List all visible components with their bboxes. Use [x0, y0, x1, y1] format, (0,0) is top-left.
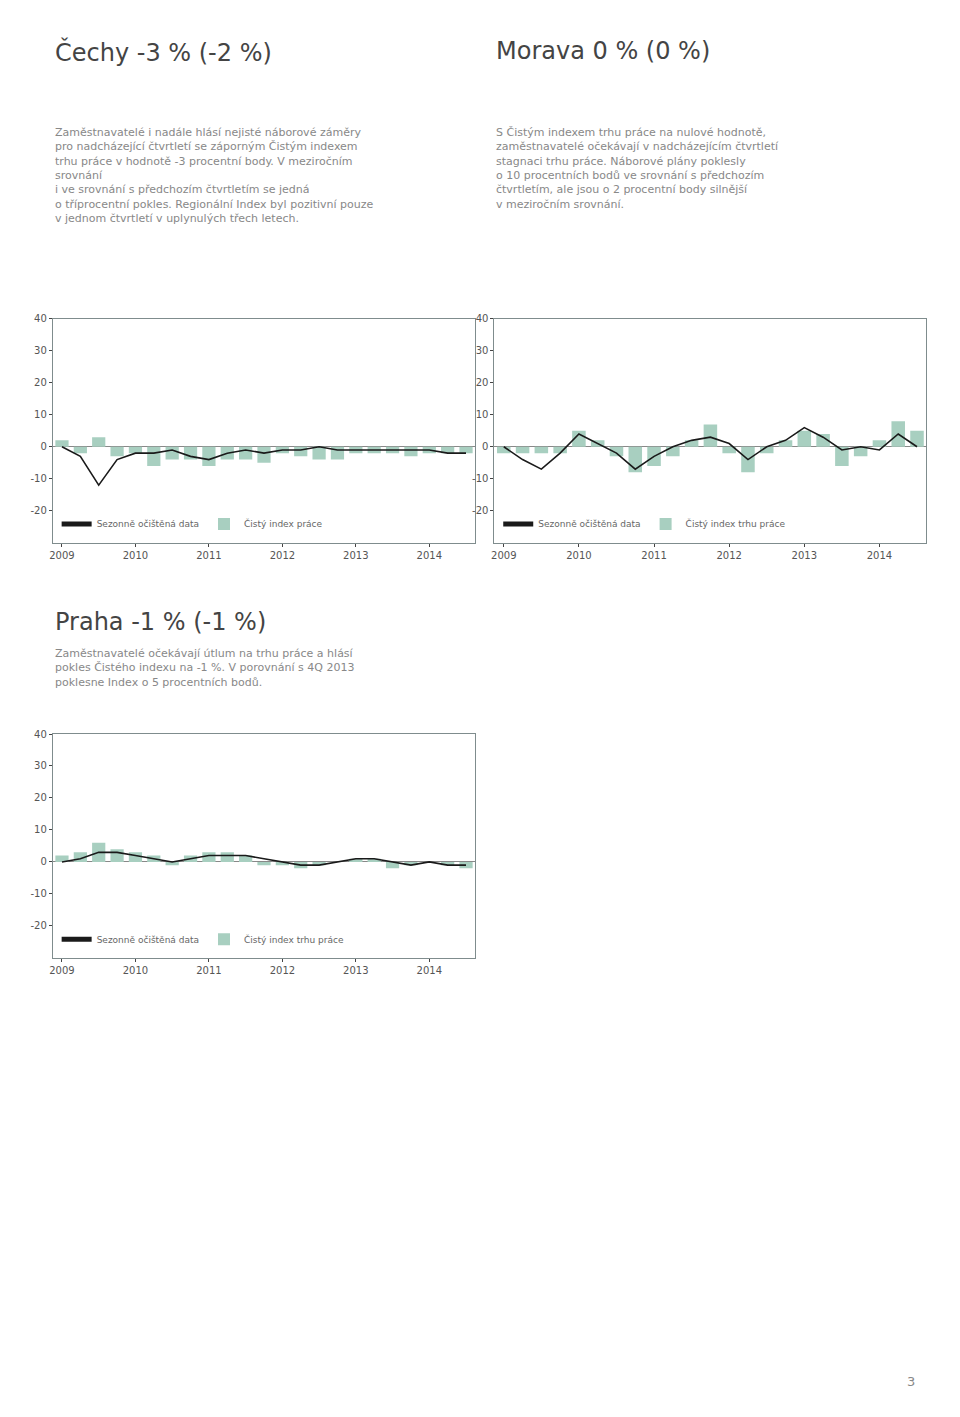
svg-text:-20: -20 — [30, 920, 46, 931]
svg-text:40: 40 — [34, 729, 47, 740]
svg-text:20: 20 — [34, 377, 47, 388]
svg-text:30: 30 — [34, 345, 47, 356]
svg-text:2013: 2013 — [792, 550, 817, 561]
svg-text:2013: 2013 — [343, 550, 368, 561]
svg-text:-10: -10 — [30, 888, 46, 899]
svg-text:Čechy -3 % (-2 %): Čechy -3 % (-2 %) — [55, 37, 272, 67]
svg-text:Sezonně očištěná data: Sezonně očištěná data — [538, 519, 640, 529]
svg-text:2011: 2011 — [641, 550, 666, 561]
svg-text:-20: -20 — [472, 505, 488, 516]
svg-text:10: 10 — [34, 409, 47, 420]
svg-text:30: 30 — [34, 760, 47, 771]
svg-text:10: 10 — [476, 409, 489, 420]
svg-text:0: 0 — [40, 856, 46, 867]
svg-text:S Čistým indexem trhu práce na: S Čistým indexem trhu práce na nulové ho… — [496, 126, 779, 211]
svg-text:2009: 2009 — [491, 550, 516, 561]
svg-text:-10: -10 — [30, 473, 46, 484]
svg-text:0: 0 — [482, 441, 488, 452]
svg-text:3: 3 — [907, 1374, 915, 1389]
svg-text:2011: 2011 — [196, 550, 221, 561]
svg-text:0: 0 — [40, 441, 46, 452]
svg-text:Sezonně očištěná data: Sezonně očištěná data — [97, 935, 199, 945]
svg-text:2014: 2014 — [417, 965, 442, 976]
svg-text:2014: 2014 — [417, 550, 442, 561]
svg-text:2013: 2013 — [343, 965, 368, 976]
svg-text:2010: 2010 — [566, 550, 591, 561]
svg-text:2010: 2010 — [123, 550, 148, 561]
svg-text:Čistý index trhu práce: Čistý index trhu práce — [244, 934, 344, 945]
svg-text:2014: 2014 — [867, 550, 892, 561]
svg-text:2011: 2011 — [196, 965, 221, 976]
svg-text:-20: -20 — [30, 505, 46, 516]
svg-text:2009: 2009 — [49, 550, 74, 561]
svg-text:Praha -1 % (-1 %): Praha -1 % (-1 %) — [55, 608, 266, 636]
svg-text:40: 40 — [476, 313, 489, 324]
svg-text:20: 20 — [476, 377, 489, 388]
svg-text:2012: 2012 — [716, 550, 741, 561]
svg-text:Zaměstnavatelé očekávají útlum: Zaměstnavatelé očekávají útlum na trhu p… — [55, 647, 354, 689]
svg-text:Zaměstnavatelé i nadále hlásí: Zaměstnavatelé i nadále hlásí nejisté ná… — [55, 126, 374, 225]
svg-text:30: 30 — [476, 345, 489, 356]
svg-text:2012: 2012 — [270, 550, 295, 561]
svg-text:20: 20 — [34, 792, 47, 803]
svg-text:10: 10 — [34, 824, 47, 835]
svg-text:40: 40 — [34, 313, 47, 324]
svg-text:-10: -10 — [472, 473, 488, 484]
svg-text:2010: 2010 — [123, 965, 148, 976]
svg-text:2012: 2012 — [270, 965, 295, 976]
svg-text:Morava 0 % (0 %): Morava 0 % (0 %) — [496, 37, 710, 65]
svg-text:Čistý index práce: Čistý index práce — [244, 518, 323, 529]
svg-text:2009: 2009 — [49, 965, 74, 976]
svg-text:Sezonně očištěná data: Sezonně očištěná data — [97, 519, 199, 529]
svg-text:Čistý index trhu práce: Čistý index trhu práce — [686, 518, 786, 529]
